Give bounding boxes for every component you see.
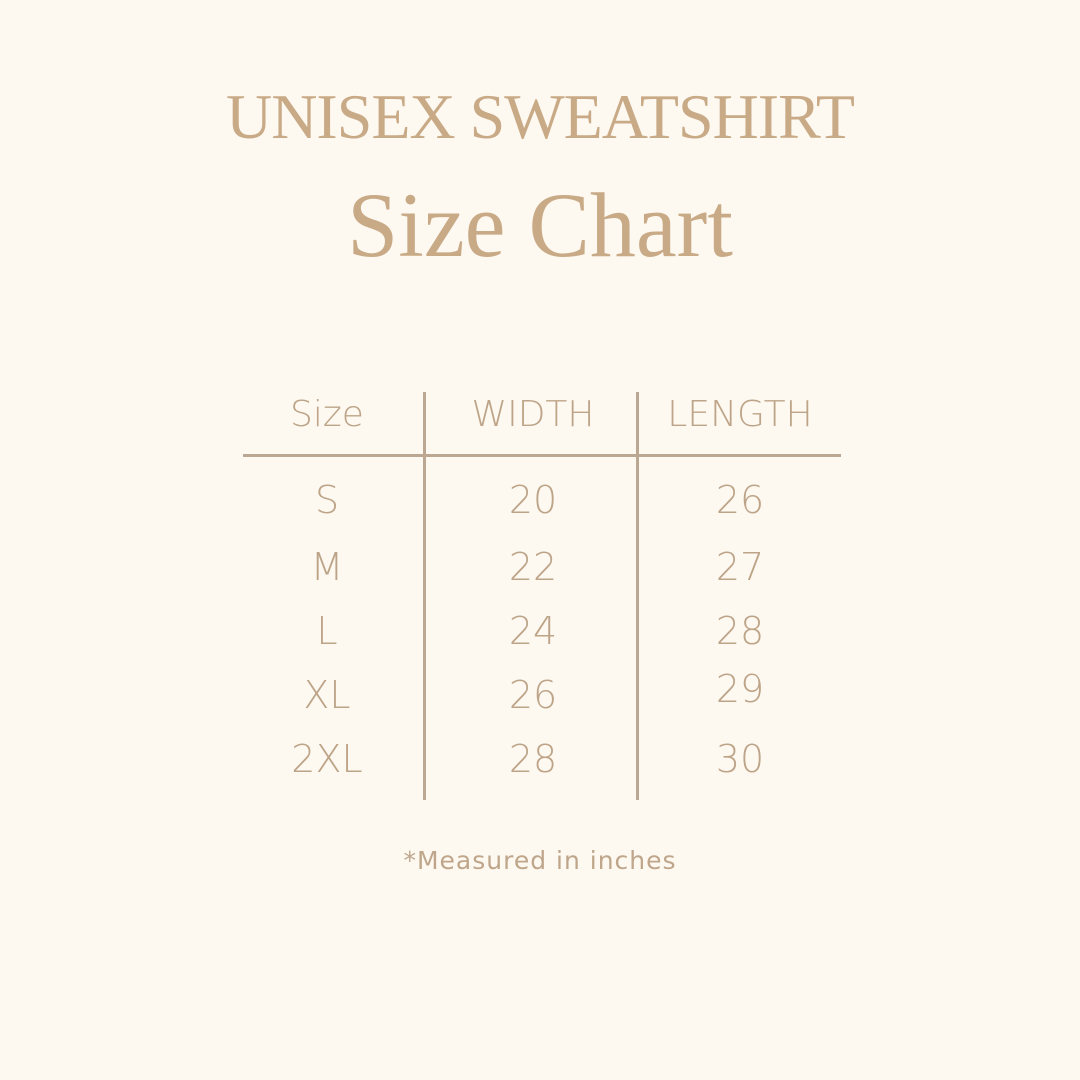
header-divider [243, 454, 841, 457]
cell-size: XL [303, 673, 351, 717]
cell-width: 20 [508, 478, 558, 522]
cell-width: 22 [508, 545, 558, 589]
cell-length: 29 [715, 667, 765, 711]
cell-size: S [314, 478, 340, 522]
cell-width: 24 [508, 609, 558, 653]
cell-size: L [316, 609, 338, 653]
cell-size: M [310, 545, 344, 589]
header-size: Size [290, 394, 364, 435]
cell-width: 28 [508, 737, 558, 781]
column-divider [423, 392, 426, 800]
cell-size: 2XL [291, 737, 363, 781]
cell-length: 30 [715, 737, 765, 781]
cell-width: 26 [508, 673, 558, 717]
cell-length: 28 [715, 609, 765, 653]
page-title: Size Chart [347, 174, 733, 276]
cell-length: 27 [715, 545, 765, 589]
title-line-1: UNISEX SWEATSHIRT [225, 81, 855, 152]
header-length: LENGTH [667, 394, 813, 435]
column-divider [636, 392, 639, 800]
measurement-note: *Measured in inches [403, 846, 677, 875]
header-width: WIDTH [471, 394, 595, 435]
cell-length: 26 [715, 478, 765, 522]
